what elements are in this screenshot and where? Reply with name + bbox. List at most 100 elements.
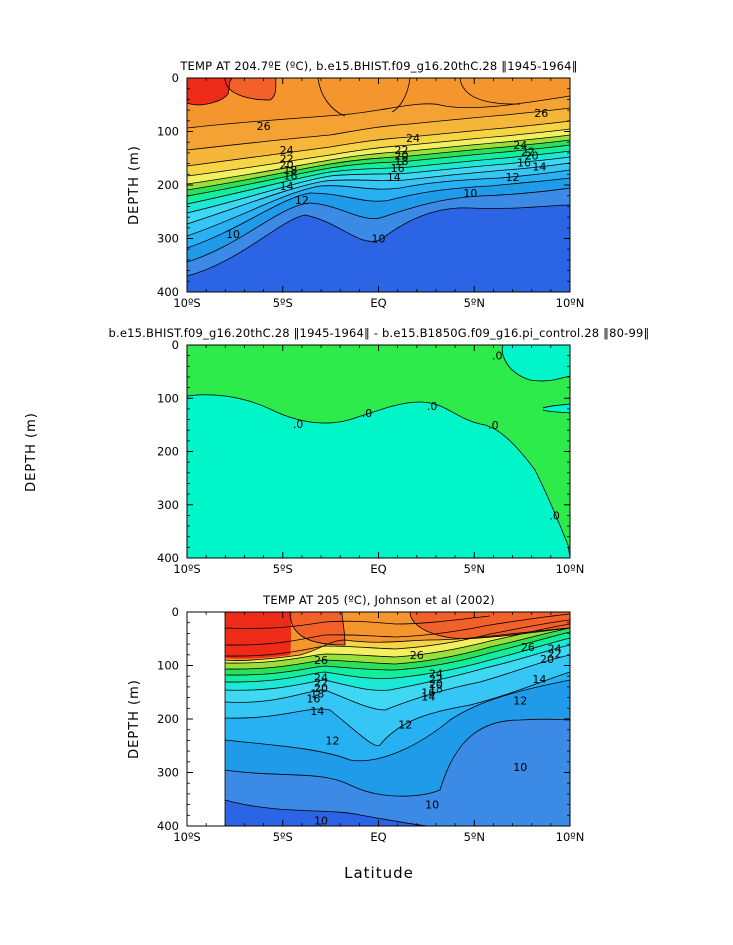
panel-3-title: TEMP AT 205 (ºC), Johnson et al (2002) bbox=[262, 593, 495, 607]
x-tick-label: 10ºS bbox=[173, 296, 200, 310]
y-tick-label: 400 bbox=[157, 819, 179, 833]
contour-label: .0 bbox=[492, 350, 503, 363]
x-tick-label: 10ºN bbox=[556, 562, 585, 576]
panel-2-contour-labels: .0 .0 .0 .0 .0 .0 bbox=[293, 350, 560, 523]
y-tick-label: 100 bbox=[157, 125, 179, 139]
panel-3-contour-fill bbox=[187, 612, 570, 826]
contour-label: 26 bbox=[257, 120, 271, 133]
panel-2-ylabel: DEPTH (m) bbox=[24, 412, 39, 492]
x-tick-label: 10ºS bbox=[173, 830, 200, 844]
contour-label: 20 bbox=[314, 682, 328, 695]
contour-label: .0 bbox=[488, 419, 499, 432]
contour-label: 14 bbox=[532, 160, 546, 173]
contour-label: 16 bbox=[306, 693, 320, 706]
y-tick-label: 0 bbox=[172, 338, 179, 352]
panel-2: b.e15.BHIST.f09_g16.20thC.28 ‖1945-1964‖… bbox=[24, 326, 649, 576]
contour-label: 16 bbox=[283, 169, 297, 182]
contour-label: 24 bbox=[406, 132, 420, 145]
x-tick-label: 5ºN bbox=[464, 562, 485, 576]
contour-label: 24 bbox=[513, 139, 527, 152]
y-tick-label: 300 bbox=[157, 232, 179, 246]
contour-label: 12 bbox=[513, 694, 527, 707]
x-axis-label: Latitude bbox=[344, 864, 414, 882]
y-tick-label: 400 bbox=[157, 551, 179, 565]
contour-label: 22 bbox=[280, 152, 294, 165]
x-tick-label: EQ bbox=[370, 296, 386, 310]
contour-label: 24 bbox=[280, 144, 294, 157]
y-tick-label: 100 bbox=[157, 391, 179, 405]
x-tick-label: EQ bbox=[370, 830, 386, 844]
x-tick-label: 10ºN bbox=[556, 296, 585, 310]
contour-label: 12 bbox=[506, 171, 520, 184]
panel-2-contour-fill bbox=[187, 345, 570, 558]
contour-label: 26 bbox=[314, 654, 328, 667]
y-tick-label: 400 bbox=[157, 285, 179, 299]
contour-label: 10 bbox=[425, 799, 439, 812]
contour-label: 26 bbox=[410, 649, 424, 662]
y-tick-label: 200 bbox=[157, 445, 179, 459]
contour-label: 10 bbox=[513, 761, 527, 774]
contour-label: 16 bbox=[517, 157, 531, 170]
contour-label: 22 bbox=[394, 144, 408, 157]
contour-label: 10 bbox=[226, 228, 240, 241]
contour-label: 22 bbox=[429, 673, 443, 686]
y-tick-label: 300 bbox=[157, 498, 179, 512]
contour-label: 14 bbox=[310, 705, 324, 718]
contour-label: 26 bbox=[521, 641, 535, 654]
contour-label: 20 bbox=[429, 678, 443, 691]
contour-label: 14 bbox=[421, 691, 435, 704]
contour-label: 22 bbox=[521, 145, 535, 158]
y-tick-label: 200 bbox=[157, 712, 179, 726]
x-tick-label: 10ºN bbox=[556, 830, 585, 844]
y-tick-label: 0 bbox=[172, 71, 179, 85]
contour-label: 14 bbox=[532, 673, 546, 686]
panel-1-ylabel: DEPTH (m) bbox=[127, 145, 142, 225]
y-tick-label: 300 bbox=[157, 766, 179, 780]
x-tick-label: EQ bbox=[370, 562, 386, 576]
y-tick-label: 100 bbox=[157, 659, 179, 673]
panel-3-ylabel: DEPTH (m) bbox=[127, 679, 142, 759]
contour-label: 16 bbox=[421, 686, 435, 699]
contour-label: 10 bbox=[463, 187, 477, 200]
contour-label: 20 bbox=[525, 150, 539, 163]
panel-2-ticks: 10ºS 5ºS EQ 5ºN 10ºN 0 100 200 300 400 bbox=[157, 338, 584, 576]
panel-1-contour-lines bbox=[187, 78, 570, 277]
x-tick-label: 5ºS bbox=[273, 830, 293, 844]
panel-2-title: b.e15.BHIST.f09_g16.20thC.28 ‖1945-1964‖… bbox=[109, 326, 650, 340]
contour-label: 20 bbox=[540, 653, 554, 666]
contour-label: 18 bbox=[310, 687, 324, 700]
panel-3: TEMP AT 205 (ºC), Johnson et al (2002) bbox=[127, 593, 584, 844]
contour-label: 24 bbox=[548, 642, 562, 655]
contour-label: 14 bbox=[387, 171, 401, 184]
panel-1-title: TEMP AT 204.7ºE (ºC), b.e15.BHIST.f09_g1… bbox=[179, 59, 577, 73]
contour-label: 12 bbox=[326, 734, 340, 747]
contour-label: 18 bbox=[394, 155, 408, 168]
contour-label: 24 bbox=[429, 668, 443, 681]
contour-label: .0 bbox=[293, 418, 304, 431]
contour-label: .0 bbox=[362, 407, 373, 420]
contour-label: 14 bbox=[280, 180, 294, 193]
contour-label: 18 bbox=[283, 164, 297, 177]
contour-label: .0 bbox=[549, 509, 560, 522]
y-tick-label: 0 bbox=[172, 605, 179, 619]
panel-1: TEMP AT 204.7ºE (ºC), b.e15.BHIST.f09_g1… bbox=[127, 59, 584, 310]
contour-label: 10 bbox=[372, 233, 386, 246]
contour-label: 24 bbox=[314, 671, 328, 684]
contour-label: .0 bbox=[427, 400, 438, 413]
panel-2-contour-lines bbox=[187, 345, 570, 558]
contour-label: 22 bbox=[314, 677, 328, 690]
contour-label: 18 bbox=[429, 683, 443, 696]
contour-label: 12 bbox=[398, 718, 412, 731]
x-tick-label: 5ºN bbox=[464, 296, 485, 310]
panel-3-ticks: 10ºS 5ºS EQ 5ºN 10ºN 0 100 200 300 400 bbox=[157, 605, 584, 844]
contour-label: 12 bbox=[295, 194, 309, 207]
x-tick-label: 5ºS bbox=[273, 562, 293, 576]
contour-label: 20 bbox=[394, 150, 408, 163]
panel-1-ticks: 10ºS 5ºS EQ 5ºN 10ºN 0 100 200 300 400 bbox=[157, 71, 584, 310]
y-tick-label: 200 bbox=[157, 178, 179, 192]
panel-3-contour-lines bbox=[224, 612, 570, 826]
contour-label: 26 bbox=[534, 107, 548, 120]
